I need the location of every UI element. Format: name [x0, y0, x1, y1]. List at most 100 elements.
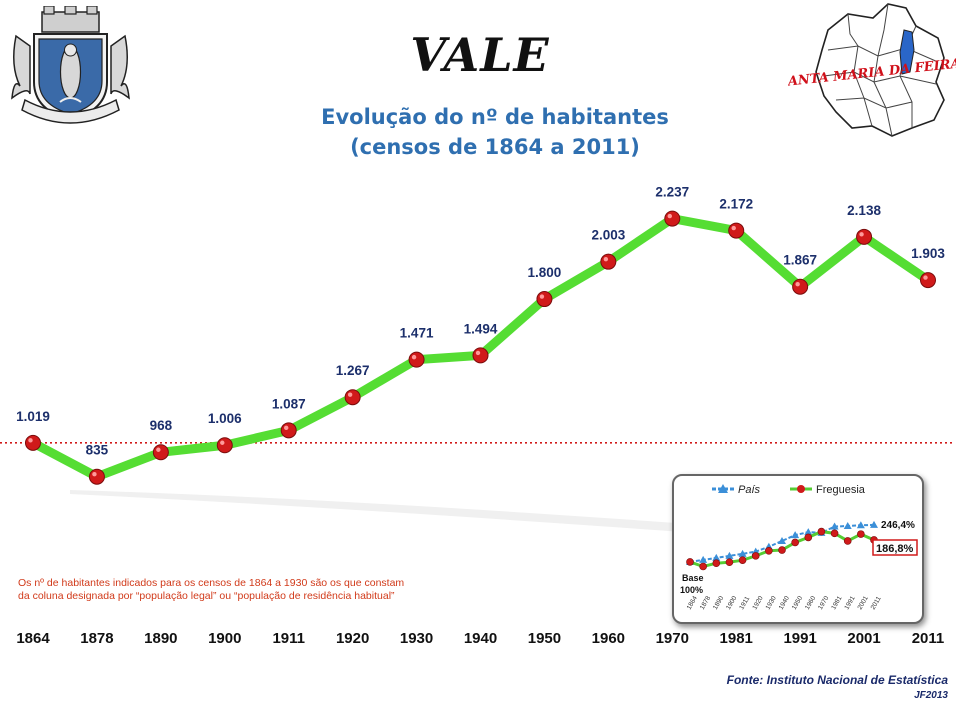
inset-point [857, 530, 865, 538]
inset-x-tick: 1981 [830, 595, 843, 611]
inset-point [778, 536, 786, 544]
page-title: VALE [410, 28, 550, 82]
x-tick-label: 1878 [80, 630, 113, 647]
note-line2: da coluna designada por “população legal… [18, 590, 395, 602]
inset-point [804, 533, 813, 542]
data-point [856, 228, 873, 245]
chart-title-line2: (censos de 1864 a 2011) [350, 135, 640, 159]
inset-comparison-chart: País Freguesia 1864 1878 1890 1900 1911 1920 193… [672, 474, 924, 624]
data-label: 2.237 [655, 185, 689, 200]
data-point-highlight [731, 225, 736, 231]
parish-crest-icon [11, 6, 130, 124]
inset-point [699, 562, 707, 571]
data-point [88, 468, 105, 485]
data-point-highlight [28, 438, 33, 443]
data-label: 1.019 [16, 409, 50, 424]
x-tick-label: 1864 [16, 630, 50, 647]
x-tick-label: 1960 [592, 630, 625, 647]
inset-x-tick: 1920 [751, 595, 764, 611]
data-label: 2.003 [591, 228, 625, 243]
inset-point [843, 522, 852, 530]
inset-x-tick: 1940 [778, 595, 791, 611]
inset-x-tick: 1864 [686, 595, 699, 611]
data-point [216, 437, 233, 454]
inset-x-tick: 1991 [843, 595, 856, 611]
inset-x-tick: 1878 [699, 595, 712, 611]
data-point-highlight [156, 447, 161, 452]
inset-x-ticks: 1864 1878 1890 1900 1911 1920 1930 1940 1950 1960… [686, 595, 883, 611]
inset-base-value: 100% [680, 585, 703, 595]
x-tick-label: 1970 [656, 630, 689, 647]
inset-point [699, 555, 708, 563]
population-points [25, 210, 936, 485]
x-tick-label: 1930 [400, 630, 433, 647]
data-label: 835 [86, 443, 109, 458]
inset-point [712, 553, 721, 561]
inset-point [830, 529, 839, 538]
note-line1: Os nº de habitantes indicados para os ce… [18, 577, 405, 589]
data-label: 1.867 [783, 253, 817, 268]
data-point-highlight [347, 392, 353, 397]
data-point-highlight [92, 472, 97, 477]
data-label: 1.494 [464, 321, 498, 336]
inset-point [765, 547, 773, 555]
data-label: 1.087 [272, 396, 306, 411]
inset-x-tick: 1911 [738, 595, 751, 611]
data-label: 1.267 [336, 363, 370, 378]
inset-country-end-label: 246,4% [881, 520, 915, 531]
x-tick-label: 1920 [336, 630, 369, 647]
x-tick-label: 1890 [144, 630, 177, 647]
background-sweep [70, 490, 900, 548]
data-point [25, 434, 41, 451]
data-point-highlight [667, 213, 672, 219]
inset-point [856, 521, 865, 529]
data-point [344, 389, 361, 406]
inset-point [778, 546, 786, 554]
data-point [728, 222, 745, 239]
data-point-highlight [603, 256, 609, 262]
inset-x-tick: 1950 [791, 595, 804, 611]
x-tick-label: 2001 [847, 630, 880, 647]
inset-chart-canvas: País Freguesia 1864 1878 1890 1900 1911 1920 193… [680, 484, 918, 611]
x-tick-label: 2011 [912, 630, 945, 647]
x-tick-label: 1940 [464, 630, 497, 647]
inset-point [870, 520, 878, 528]
inset-x-tick: 2011 [870, 595, 883, 611]
data-point [920, 272, 936, 289]
inset-point [725, 558, 734, 566]
inset-x-tick: 1930 [765, 595, 778, 611]
inset-x-tick: 2001 [857, 595, 870, 611]
legend-label: País [738, 484, 761, 496]
data-label: 1.006 [208, 411, 242, 426]
inset-point [725, 551, 734, 559]
chart-title: Evolução do nº de habitantes (censos de … [270, 102, 720, 162]
legend-marker [718, 484, 728, 493]
inset-point [830, 522, 839, 530]
author-credit: JF2013 [914, 690, 948, 701]
inset-point [738, 556, 747, 564]
inset-point [712, 559, 721, 568]
x-tick-label: 1911 [272, 630, 305, 647]
data-point-highlight [795, 282, 800, 287]
data-point-highlight [284, 425, 289, 431]
data-point [408, 351, 425, 368]
inset-parish-end-label: 186,8% [876, 543, 914, 555]
inset-point [751, 552, 760, 560]
data-note: Os nº de habitantes indicados para os ce… [18, 577, 478, 603]
data-label: 1.903 [911, 246, 945, 261]
inset-point [791, 531, 800, 539]
inset-legend: País Freguesia [712, 484, 866, 496]
data-point [152, 444, 169, 461]
data-label: 1.800 [528, 265, 562, 280]
x-tick-label: 1900 [208, 630, 241, 647]
inset-point [843, 537, 852, 545]
data-labels: 1.019 835 968 1.006 1.087 1.267 1.471 1.494 1.80… [16, 185, 945, 458]
data-point [600, 253, 617, 270]
inset-point [738, 549, 747, 557]
chart-title-line1: Evolução do nº de habitantes [321, 105, 669, 129]
legend-label: Freguesia [816, 484, 866, 496]
source-credit: Fonte: Instituto Nacional de Estatística [726, 673, 948, 687]
inset-x-tick: 1890 [712, 595, 725, 611]
x-tick-label: 1950 [528, 630, 561, 647]
